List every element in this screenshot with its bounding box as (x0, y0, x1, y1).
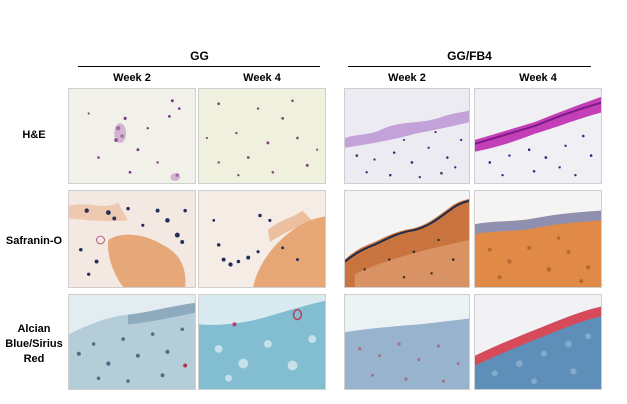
micrograph-he-gg-week4 (198, 88, 326, 184)
micrograph-alcian-ggfb4-week2 (344, 294, 470, 390)
micrograph-he-ggfb4-week4 (474, 88, 602, 184)
row-label-safranin-o: Safranin-O (5, 235, 63, 247)
group-rule-gg (78, 66, 320, 67)
col-label-gg-week4: Week 4 (243, 72, 281, 84)
col-label-ggfb4-week2: Week 2 (388, 72, 426, 84)
micrograph-alcian-gg-week4 (198, 294, 326, 390)
group-title-gg-fb4: GG/FB4 (447, 49, 492, 63)
row-label-line-2: Blue/Sirius (5, 338, 63, 350)
row-label-he: H&E (22, 129, 46, 141)
row-label-alcian-blue-sirius-red: Alcian Blue/Sirius Red (0, 322, 68, 367)
row-label-line-1: Alcian (17, 323, 51, 335)
micrograph-safranin-ggfb4-week4 (474, 190, 602, 288)
micrograph-safranin-ggfb4-week2 (344, 190, 470, 288)
micrograph-alcian-gg-week2 (68, 294, 196, 390)
micrograph-safranin-gg-week2 (68, 190, 196, 288)
col-label-ggfb4-week4: Week 4 (519, 72, 557, 84)
micrograph-he-gg-week2 (68, 88, 196, 184)
group-title-gg: GG (190, 49, 209, 63)
group-rule-gg-fb4 (348, 66, 591, 67)
micrograph-alcian-ggfb4-week4 (474, 294, 602, 390)
micrograph-he-ggfb4-week2 (344, 88, 470, 184)
row-label-line-3: Red (23, 353, 45, 365)
micrograph-safranin-gg-week4 (198, 190, 326, 288)
col-label-gg-week2: Week 2 (113, 72, 151, 84)
